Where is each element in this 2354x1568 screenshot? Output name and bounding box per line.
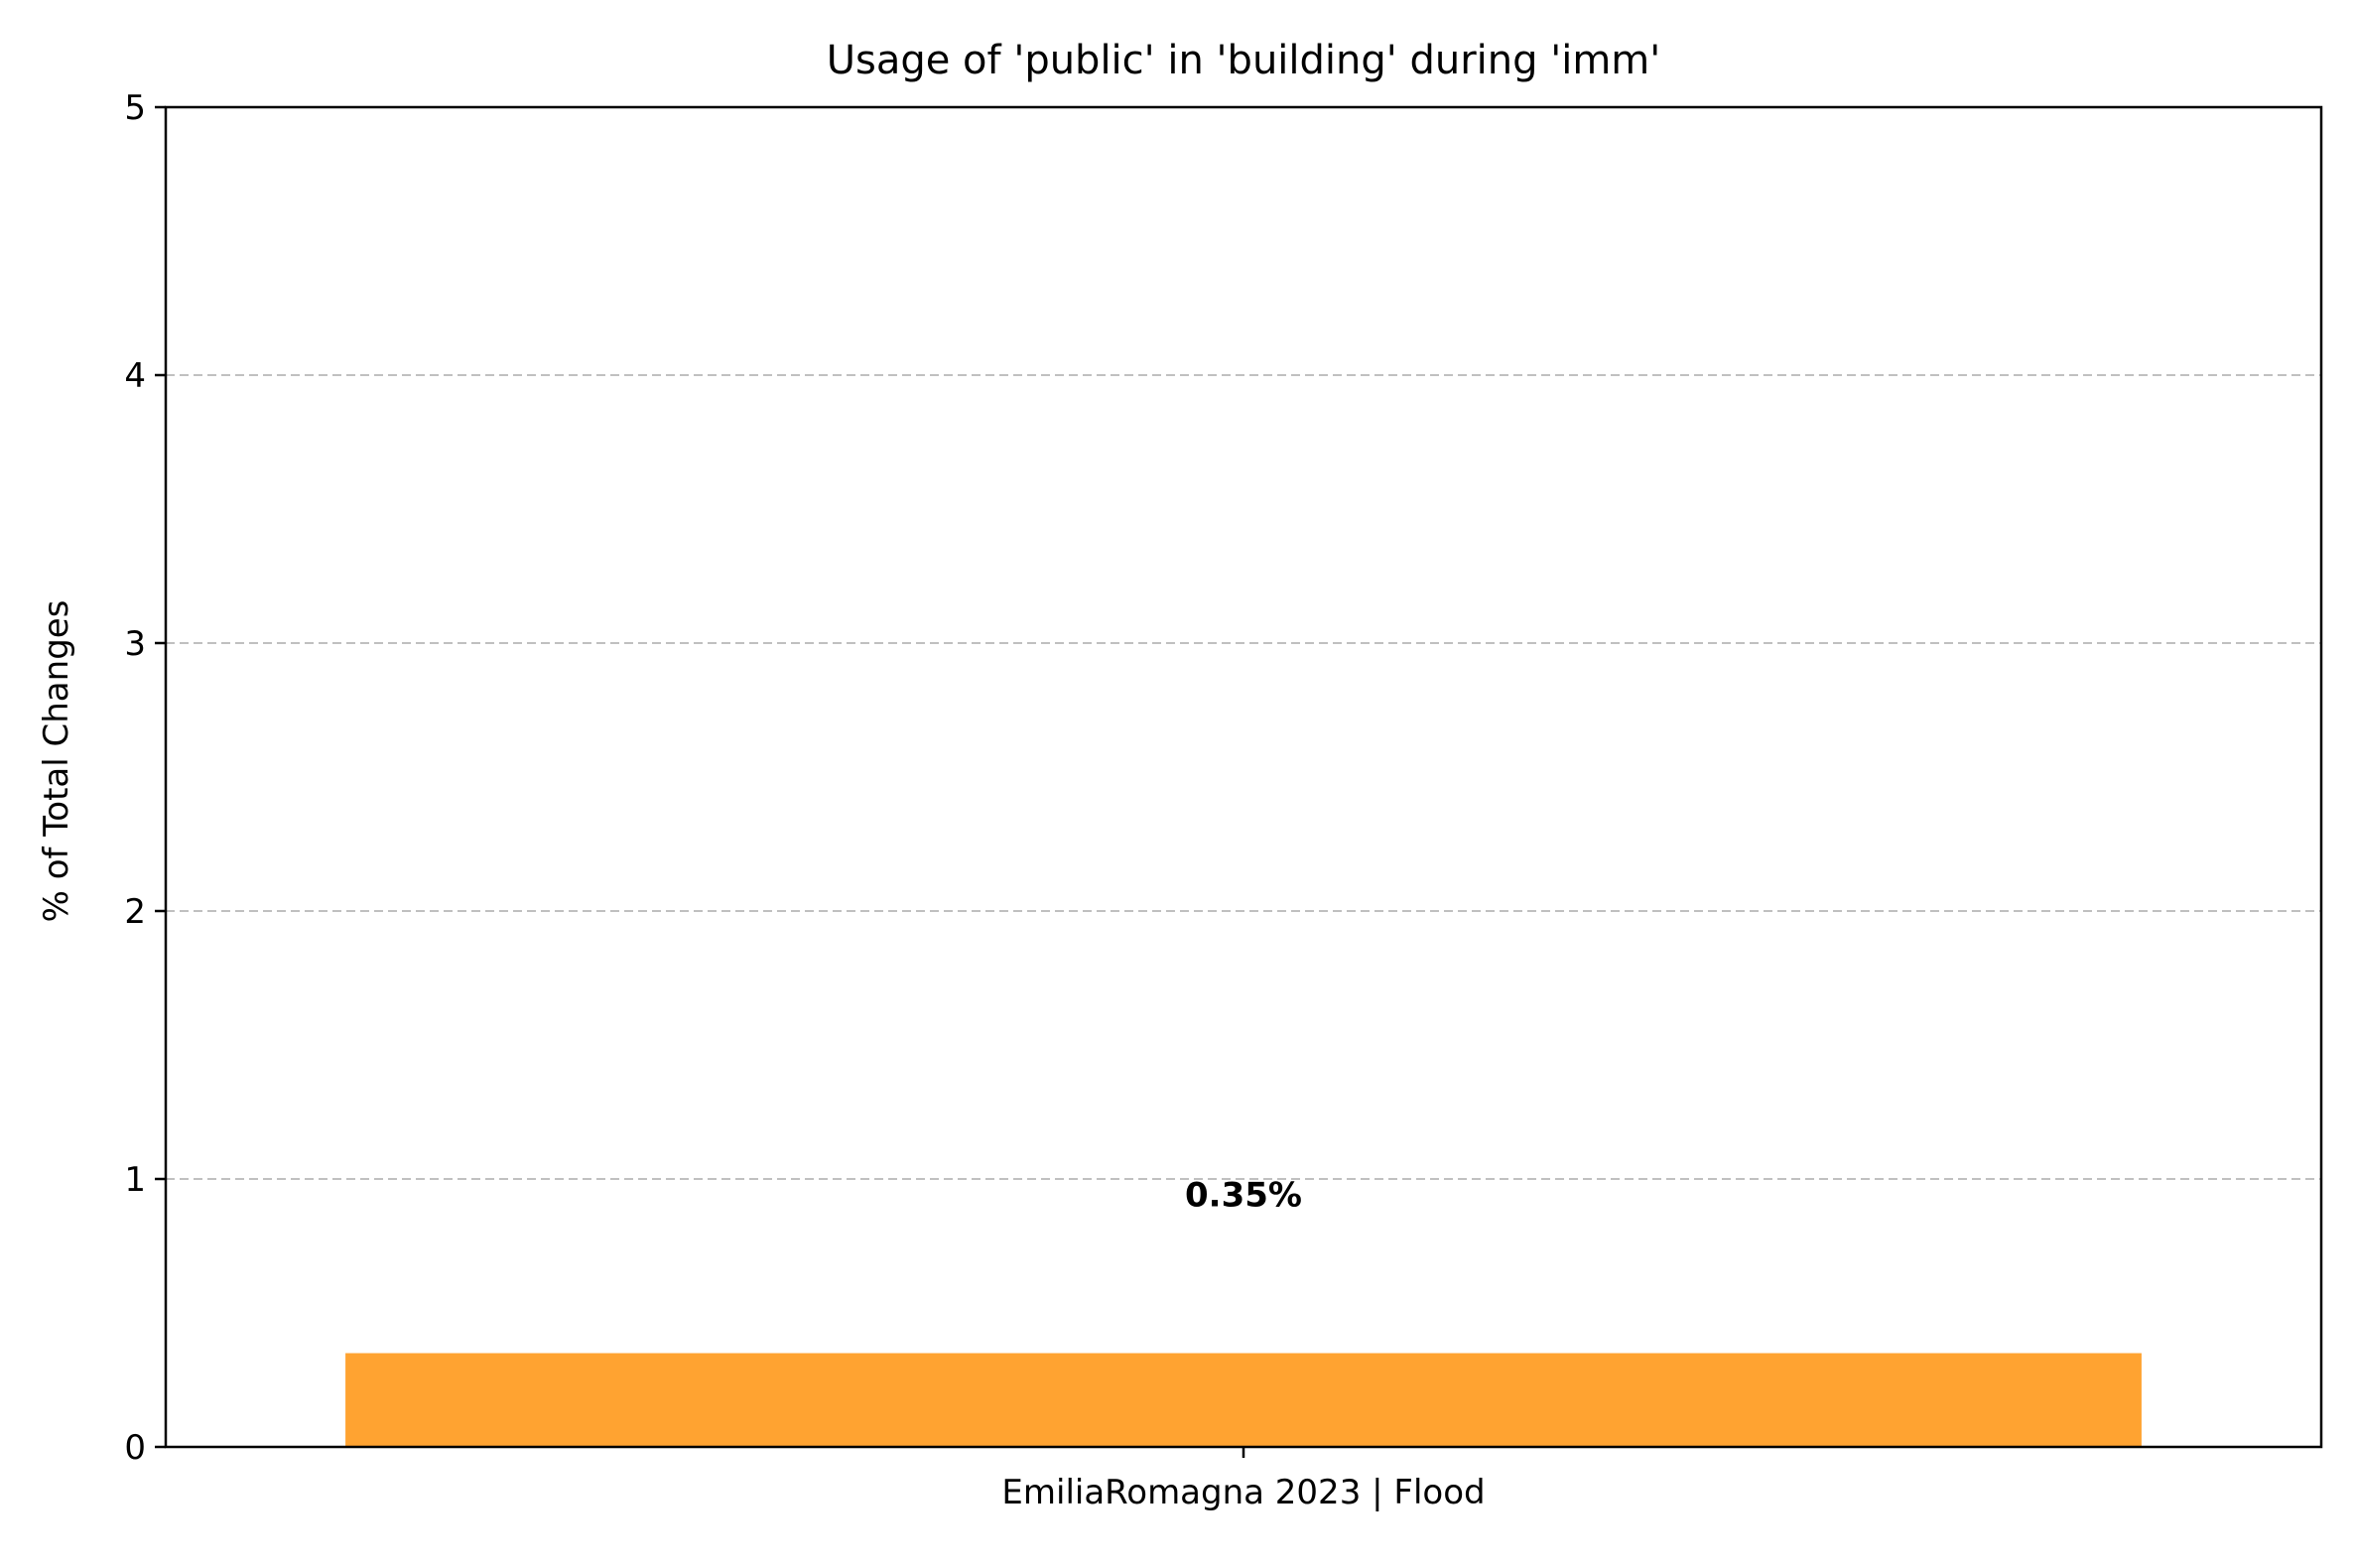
axis-ticks: 0 1 2 3 4 5 EmiliaRomagna 2023 | Flood bbox=[124, 88, 1485, 1512]
chart-title: Usage of 'public' in 'building' during '… bbox=[827, 38, 1661, 83]
bar-0 bbox=[345, 1353, 2142, 1447]
gridlines bbox=[166, 374, 2321, 1180]
data-label-0: 0.35% bbox=[1185, 1176, 1302, 1216]
y-tick-label-4: 4 bbox=[124, 356, 146, 396]
plot-frame bbox=[164, 105, 2323, 1449]
y-tick-label-3: 3 bbox=[124, 624, 146, 664]
y-tick-label-2: 2 bbox=[124, 892, 146, 932]
x-tick-label-0: EmiliaRomagna 2023 | Flood bbox=[1001, 1473, 1485, 1512]
bars: 0.35% bbox=[345, 1176, 2142, 1447]
y-axis-label: % of Total Changes bbox=[37, 600, 76, 923]
y-tick-label-1: 1 bbox=[124, 1160, 146, 1200]
y-tick-label-0: 0 bbox=[124, 1428, 146, 1468]
y-tick-label-5: 5 bbox=[124, 88, 146, 128]
